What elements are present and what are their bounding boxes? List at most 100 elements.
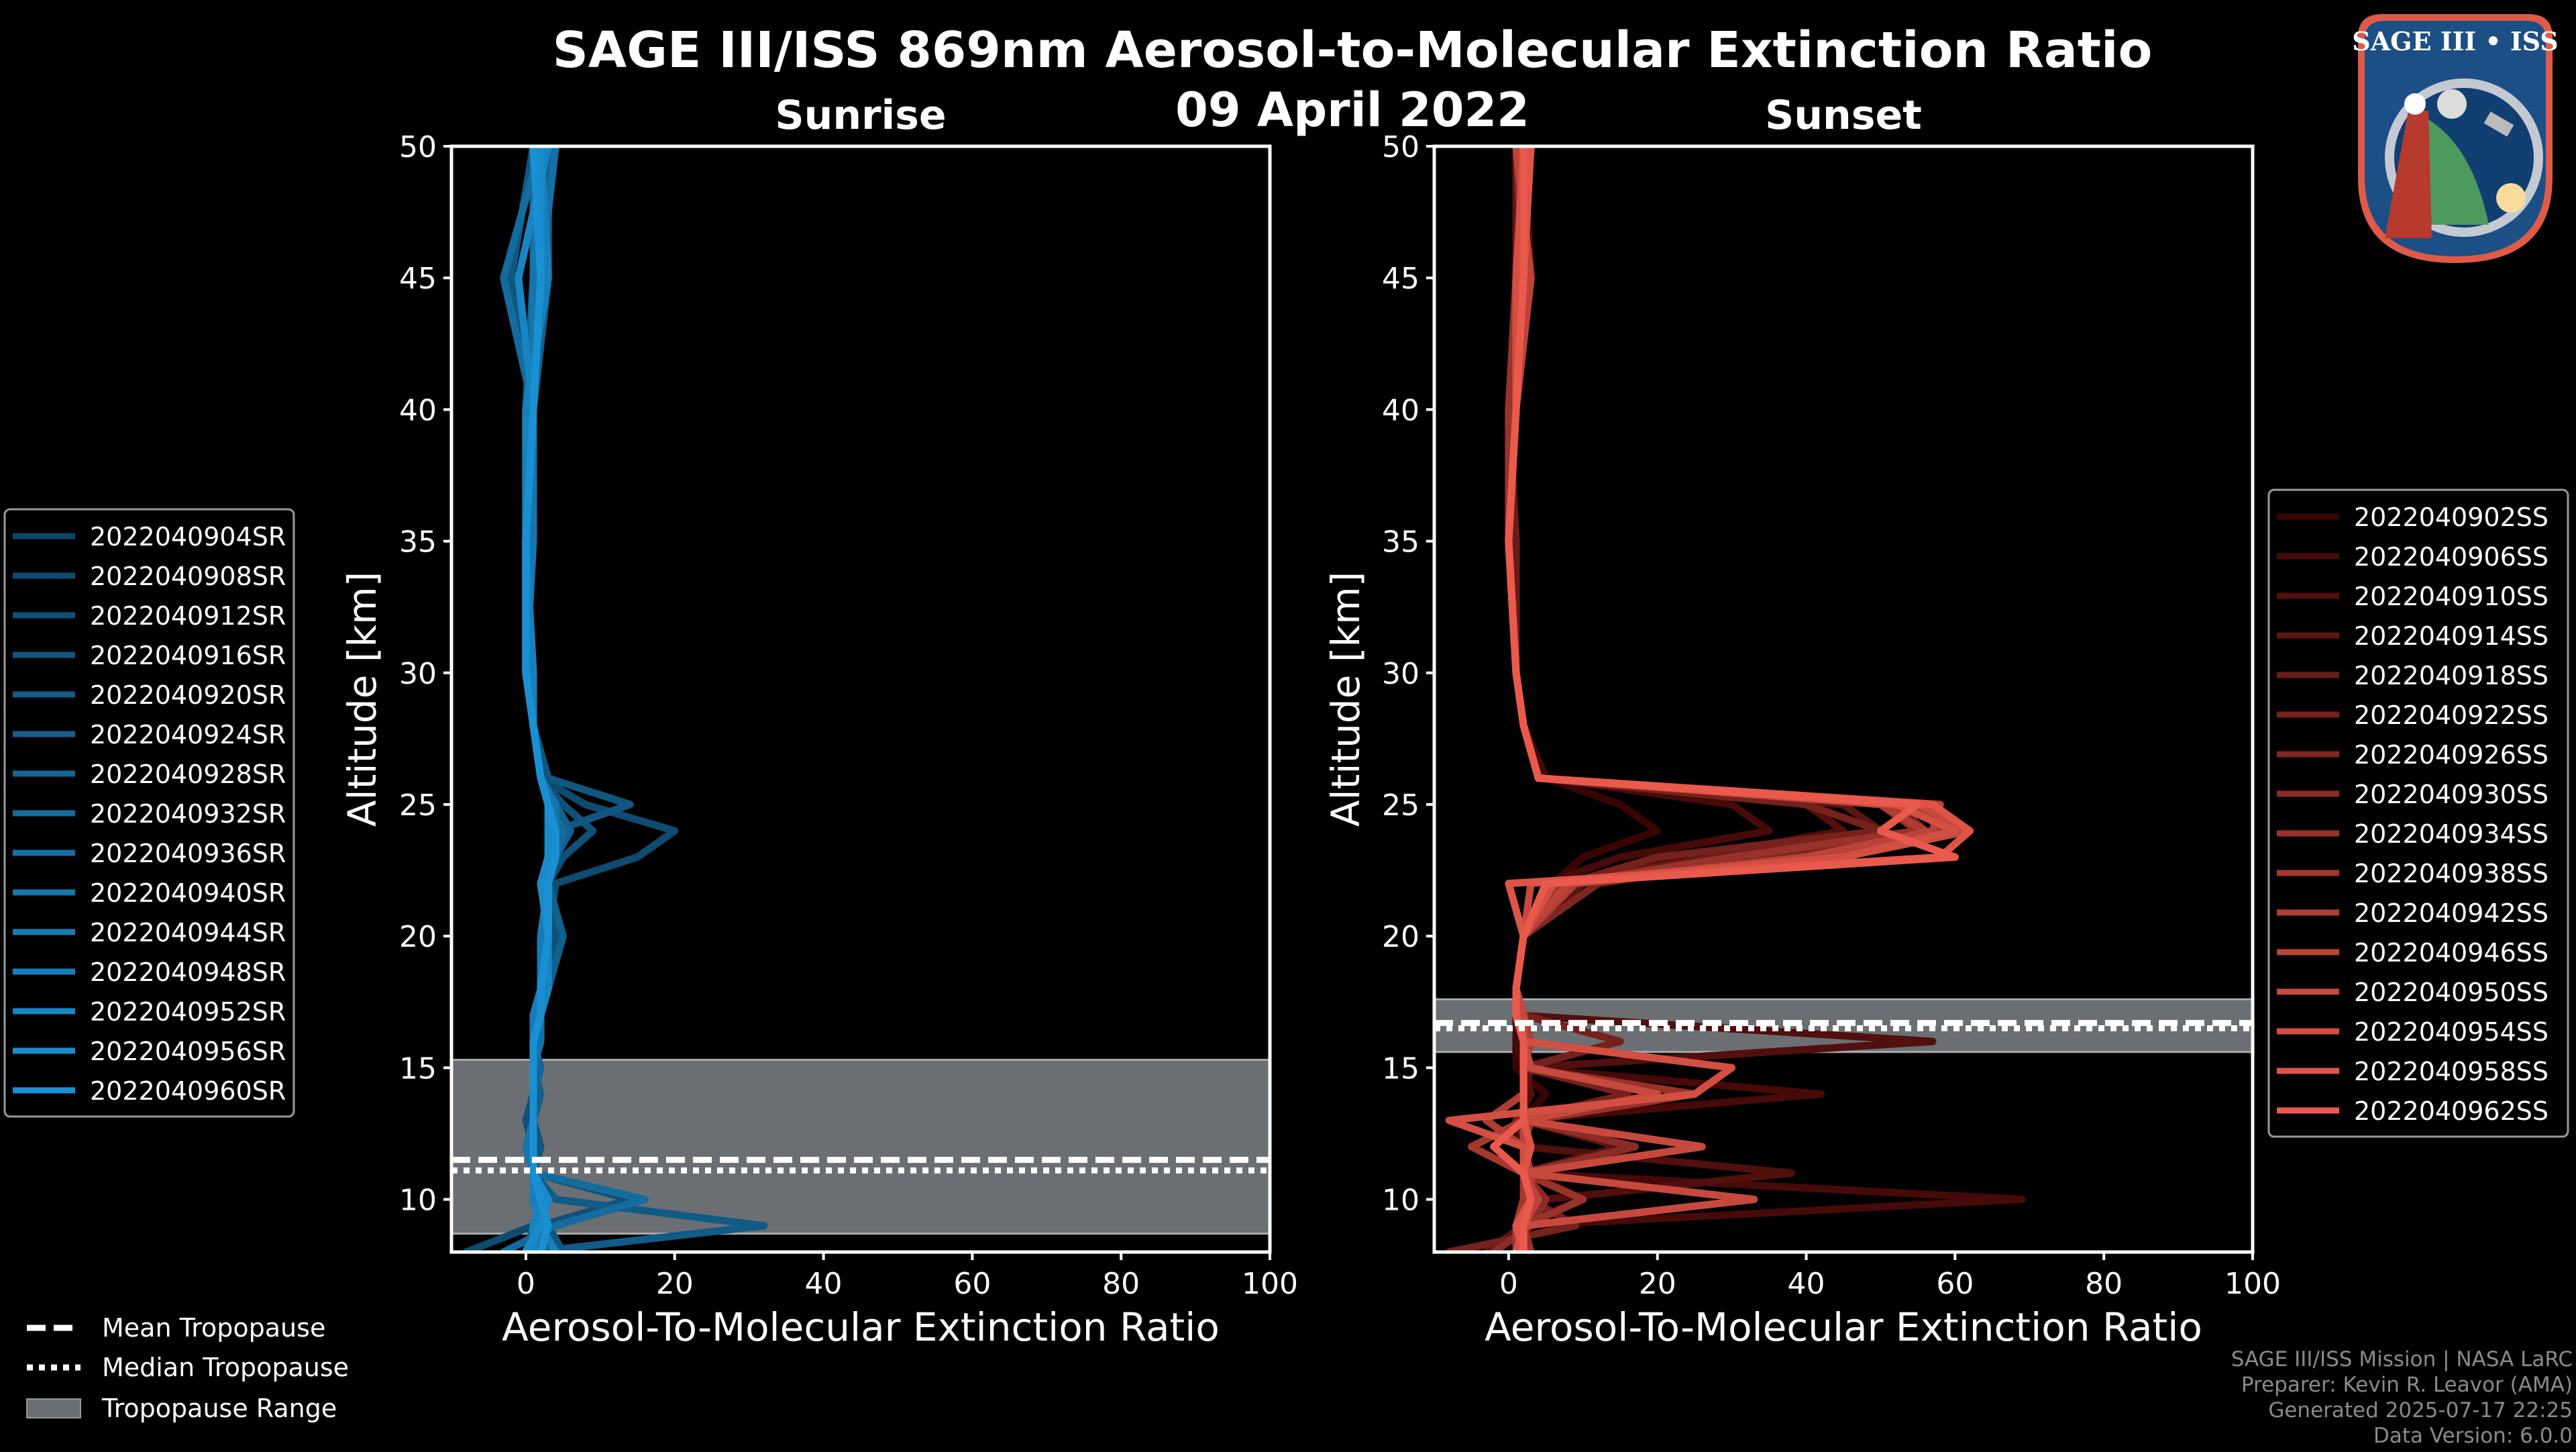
legend-item: 2022040946SS: [2277, 938, 2548, 968]
legend-frame: [2267, 488, 2569, 1138]
footer-generated: Generated 2025-07-17 22:25: [2268, 1398, 2573, 1422]
legend-item: 2022040924SR: [13, 720, 286, 749]
legend-item: 2022040954SS: [2277, 1017, 2548, 1047]
legend-item: 2022040962SS: [2277, 1096, 2548, 1126]
legend-label: 2022040930SS: [2354, 780, 2548, 809]
legend-item: 2022040956SR: [13, 1037, 286, 1066]
sunrise-legend: 2022040904SR 2022040908SR 2022040912SR 2022…: [3, 508, 295, 1118]
legend-label: 2022040946SS: [2354, 938, 2548, 968]
legend-item: 2022040938SS: [2277, 859, 2548, 888]
y-tick-label: 10: [399, 1184, 437, 1218]
legend-label: 2022040938SS: [2354, 859, 2548, 888]
x-tick-label: 80: [2085, 1267, 2123, 1301]
legend-item: 2022040920SR: [13, 680, 286, 710]
profile-line-2022040960SR: [522, 146, 559, 1252]
footer-preparer: Preparer: Kevin R. Leavor (AMA): [2241, 1373, 2573, 1397]
legend-item: 2022040918SS: [2277, 661, 2548, 690]
legend-label: 2022040954SS: [2354, 1017, 2548, 1047]
y-tick-label: 25: [1382, 788, 1419, 823]
y-tick-label: 20: [1382, 920, 1419, 954]
legend-label: 2022040936SR: [90, 839, 286, 868]
y-tick-label: 25: [399, 788, 437, 823]
median-tropopause-label: Median Tropopause: [102, 1353, 349, 1382]
legend-item: 2022040932SR: [13, 799, 286, 829]
x-tick-label: 0: [517, 1267, 535, 1301]
legend-item: 2022040940SR: [13, 878, 286, 908]
sunset-x-axis-label: Aerosol-To-Molecular Extinction Ratio: [1485, 1304, 2202, 1350]
sunrise-subtitle: Sunrise: [775, 92, 946, 139]
y-tick-label: 15: [399, 1051, 437, 1086]
y-tick-label: 45: [1382, 262, 1419, 296]
y-tick-label: 40: [399, 393, 437, 427]
legend-label: 2022040950SS: [2354, 978, 2548, 1007]
legend-label: 2022040906SS: [2354, 542, 2548, 572]
sunrise-x-axis-label: Aerosol-To-Molecular Extinction Ratio: [502, 1304, 1220, 1350]
legend-label: 2022040942SS: [2354, 898, 2548, 928]
y-tick-label: 30: [1382, 657, 1419, 691]
profile-line-2022040962SS: [1490, 146, 1959, 1252]
sunset-y-axis-label: Altitude [km]: [1323, 572, 1368, 827]
legend-label: 2022040948SR: [90, 957, 286, 987]
date-subtitle: 09 April 2022: [1175, 83, 1529, 138]
y-tick-label: 50: [1382, 130, 1419, 164]
legend-item: 2022040936SR: [13, 839, 286, 868]
mean-tropopause-label: Mean Tropopause: [102, 1313, 325, 1343]
legend-label: 2022040932SR: [90, 799, 286, 829]
legend-item: 2022040926SS: [2277, 740, 2548, 770]
y-tick-label: 15: [1382, 1051, 1419, 1086]
y-tick-label: 20: [399, 920, 437, 954]
legend-item: 2022040912SR: [13, 601, 286, 631]
legend-item: 2022040944SR: [13, 918, 286, 947]
sunrise-y-axis-label: Altitude [km]: [339, 572, 385, 827]
legend-item: 2022040958SS: [2277, 1057, 2548, 1086]
legend-label: 2022040956SR: [90, 1037, 286, 1066]
x-tick-label: 100: [1242, 1267, 1298, 1301]
y-tick-label: 10: [1382, 1184, 1419, 1218]
x-tick-label: 60: [1936, 1267, 1974, 1301]
legend-label: 2022040958SS: [2354, 1057, 2548, 1086]
tropopause-range-band: [451, 1059, 1270, 1235]
y-tick-label: 40: [1382, 393, 1419, 427]
legend-item: 2022040916SR: [13, 641, 286, 670]
legend-label: 2022040918SS: [2354, 661, 2548, 690]
x-tick-label: 80: [1102, 1267, 1140, 1301]
y-tick-label: 45: [399, 262, 437, 296]
legend-label: 2022040952SR: [90, 997, 286, 1027]
legend-item: 2022040914SS: [2277, 621, 2548, 651]
legend-label: 2022040928SR: [90, 760, 286, 789]
legend-item: 2022040950SS: [2277, 978, 2548, 1007]
legend-label: 2022040934SS: [2354, 819, 2548, 849]
x-tick-label: 0: [1499, 1267, 1518, 1301]
sunrise-panel: 0 20 40 60 80 100 10 15 20 25 30 35 40 45 50: [399, 130, 1298, 1301]
legend-label: 2022040962SS: [2354, 1096, 2548, 1126]
legend-item: 2022040948SR: [13, 957, 286, 987]
x-tick-label: 40: [805, 1267, 843, 1301]
chart-title: SAGE III/ISS 869nm Aerosol-to-Molecular …: [553, 21, 2153, 79]
plot-frame: [449, 144, 1272, 1254]
legend-label: 2022040914SS: [2354, 621, 2548, 651]
legend-item: 2022040942SS: [2277, 898, 2548, 928]
legend-item: 2022040906SS: [2277, 542, 2548, 572]
legend-label: 2022040924SR: [90, 720, 286, 749]
sage-iii-iss-logo: SAGE III • ISS: [2352, 14, 2559, 263]
x-tick-label: 20: [1639, 1267, 1676, 1301]
legend-label: 2022040916SR: [90, 641, 286, 670]
legend-item: 2022040934SS: [2277, 819, 2548, 849]
legend-label: 2022040926SS: [2354, 740, 2548, 770]
legend-label: 2022040912SR: [90, 601, 286, 631]
legend-label: 2022040920SR: [90, 680, 286, 710]
logo-title: SAGE III • ISS: [2352, 26, 2558, 56]
tropopause-range-label: Tropopause Range: [101, 1394, 337, 1423]
legend-item: 2022040908SR: [13, 562, 286, 591]
legend-item: 2022040902SS: [2277, 503, 2548, 532]
legend-label: 2022040944SR: [90, 918, 286, 947]
legend-label: 2022040960SR: [90, 1076, 286, 1106]
y-tick-label: 35: [399, 525, 437, 560]
x-tick-label: 20: [656, 1267, 694, 1301]
legend-item: 2022040904SR: [13, 522, 286, 552]
y-tick-label: 35: [1382, 525, 1419, 560]
tropopause-legend: Mean Tropopause Median Tropopause Tropop…: [26, 1313, 349, 1423]
y-tick-label: 30: [399, 657, 437, 691]
plot-frame: [1432, 144, 2255, 1254]
